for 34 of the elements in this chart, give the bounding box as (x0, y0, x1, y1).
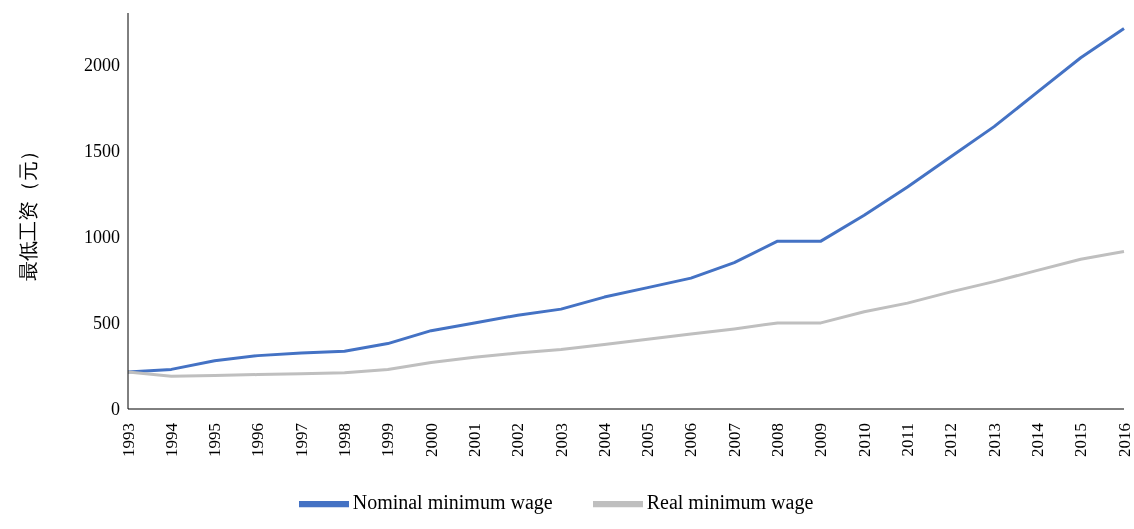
x-tick-label: 1996 (248, 423, 268, 457)
x-tick-label: 2008 (768, 423, 788, 457)
x-tick-label: 2013 (984, 423, 1004, 457)
x-tick-label: 2014 (1027, 422, 1047, 457)
x-tick-label: 2003 (551, 423, 571, 457)
x-tick-label: 2006 (681, 423, 701, 457)
x-tick-label: 1995 (205, 423, 225, 457)
y-tick-label: 1500 (84, 141, 120, 162)
x-tick-label: 2015 (1071, 423, 1091, 457)
x-tick-label: 2000 (421, 423, 441, 457)
x-tick-label: 2007 (724, 422, 744, 457)
x-tick-label: 1994 (161, 422, 181, 457)
y-axis-title: 最低工资（元） (16, 141, 41, 281)
x-tick-label: 1999 (378, 423, 398, 457)
x-tick-label: 2004 (594, 422, 614, 457)
x-tick-label: 2010 (854, 423, 874, 457)
x-tick-label: 2016 (1114, 423, 1134, 457)
x-tick-label: 2012 (941, 423, 961, 457)
y-tick-label: 0 (111, 399, 120, 420)
x-tick-label: 2011 (897, 423, 917, 457)
line-series (126, 27, 1126, 374)
legend-label: Nominal minimum wage (352, 490, 553, 513)
x-tick-label: 1997 (291, 422, 311, 457)
x-tick-label: 2002 (508, 423, 528, 457)
y-tick-label: 1000 (84, 227, 120, 248)
line-series (126, 249, 1126, 378)
x-tick-label: 1998 (335, 423, 355, 457)
x-tick-label: 2005 (638, 423, 658, 457)
y-tick-label: 2000 (84, 55, 120, 76)
x-tick-label: 1993 (118, 423, 138, 457)
legend-label: Real minimum wage (646, 490, 814, 513)
x-tick-label: 2009 (811, 423, 831, 457)
x-tick-label: 2001 (464, 423, 484, 457)
y-tick-label: 500 (93, 313, 120, 334)
